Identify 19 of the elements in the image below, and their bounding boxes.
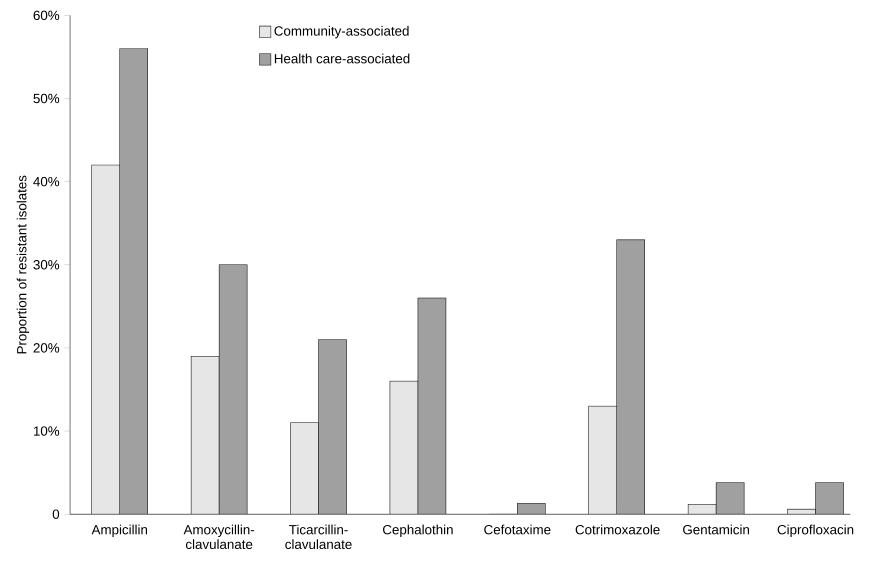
x-tick-label: Gentamicin (683, 524, 749, 534)
x-tick-label: Cephalothin (383, 524, 453, 537)
x-tick-label: Ciprofloxacin (778, 524, 854, 537)
x-tick-label: Ampicillin (92, 524, 148, 537)
x-tick-label: Amoxycillin-clavulanate (184, 524, 254, 549)
y-axis-title: Proportion of resistant isolates (16, 175, 30, 354)
y-tick-label: 40% (33, 176, 60, 186)
y-tick-label: 30% (33, 260, 60, 270)
y-tick-label: 60% (34, 10, 60, 20)
y-tick-label: 20% (34, 343, 60, 353)
y-tick-label: 0 (52, 509, 60, 519)
x-tick-label: Cefotaxime (484, 524, 550, 534)
x-tick-label: Ticarcillin-clavulanate (285, 524, 352, 549)
y-tick-label: 10% (34, 426, 60, 436)
bar (517, 503, 546, 514)
legend-label: Health care-associated (274, 54, 410, 64)
x-tick-label: Cotrimoxazole (576, 524, 660, 534)
legend-label: Community-associated (274, 26, 409, 38)
y-tick-label: 50% (33, 94, 60, 104)
